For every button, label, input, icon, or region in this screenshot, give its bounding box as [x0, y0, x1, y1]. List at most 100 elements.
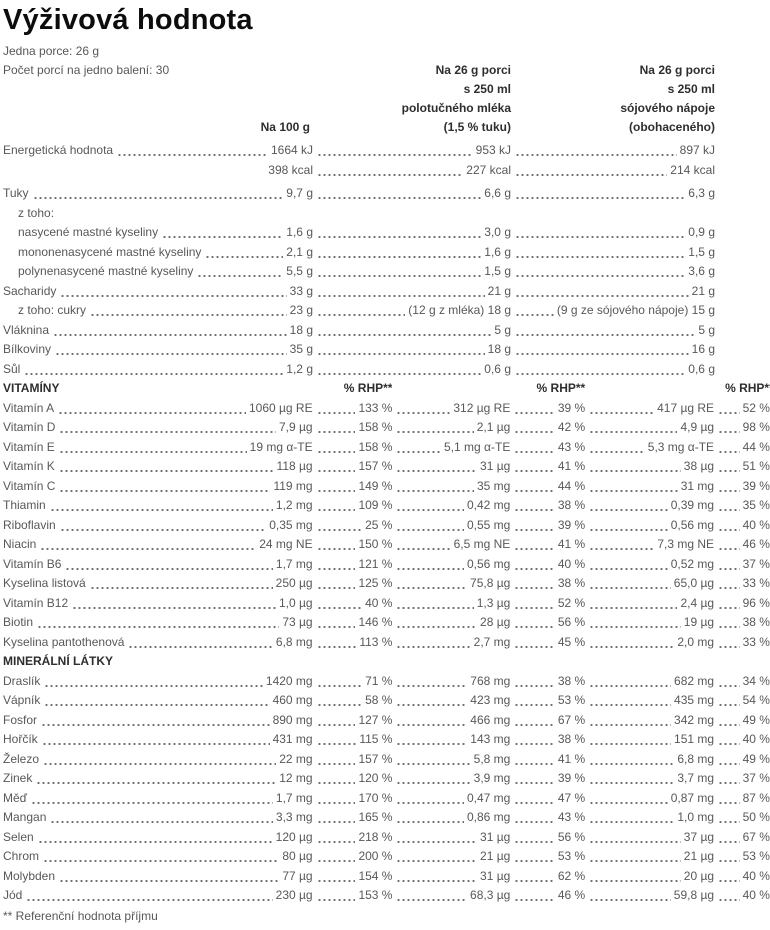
value-cell: 0,42 mg: [466, 498, 511, 512]
row-segment: 3,0 g: [313, 223, 511, 243]
dot-leader: [316, 437, 356, 457]
dot-leader: [718, 632, 740, 652]
dot-leader: [40, 535, 257, 555]
table-row: Vláknina 18 g 5 g 5 g: [3, 320, 770, 340]
value-cell: 19 mg α-TE: [249, 439, 313, 454]
value-cell: 1,6 g: [286, 225, 313, 239]
value-cell: 423 mg: [470, 693, 511, 707]
dot-leader: [396, 632, 471, 652]
value-cell: 77 µg: [282, 868, 313, 883]
dot-leader: [515, 223, 686, 243]
value-cell: 38 µg: [683, 459, 715, 473]
row-label: Jód: [3, 888, 23, 902]
row-segment: 5,3 mg α-TE: [585, 437, 714, 457]
row-segment: Selen 120 µg: [3, 827, 313, 847]
rhp-cell: 39 %: [557, 771, 586, 785]
row-segment: 2,7 mg: [392, 632, 510, 652]
dot-leader: [396, 691, 468, 711]
table-row: Vápník 460 mg 58 % 423 mg 53 % 435 mg 54 %: [3, 691, 770, 711]
row-segment: 0,6 g: [313, 359, 511, 379]
row-segment: Vitamín C 119 mg: [3, 476, 313, 496]
row-label: nasycené mastné kyseliny: [18, 225, 159, 239]
row-segment: 1,0 mg: [585, 808, 714, 828]
value-cell: 151 mg: [674, 732, 715, 746]
rhp-cell: 38 %: [557, 498, 586, 512]
value-cell: 214 kcal: [670, 162, 715, 177]
rhp-cell: 35 %: [742, 498, 770, 512]
row-segment: 897 kJ: [511, 141, 715, 161]
dot-leader: [718, 515, 740, 535]
dot-leader: [316, 496, 356, 516]
row-segment: 52 %: [714, 398, 770, 418]
value-cell: 5 g: [698, 322, 715, 337]
dot-leader: [718, 710, 740, 730]
value-cell: (12 g z mléka) 18 g: [408, 303, 511, 317]
dot-leader: [514, 808, 555, 828]
row-segment: 109 %: [313, 496, 392, 516]
value-cell: 1,7 mg: [275, 556, 313, 571]
dot-leader: [515, 340, 689, 360]
row-segment: 38 %: [510, 671, 585, 691]
column-header-soy-line3: sójového nápoje: [620, 101, 715, 115]
value-cell: 1,6 g: [484, 244, 511, 259]
row-segment: 35 mg: [392, 476, 510, 496]
row-segment: 2,1 µg: [392, 418, 510, 438]
rhp-cell: 53 %: [557, 693, 586, 707]
dot-leader: [41, 730, 270, 750]
row-segment: 37 %: [714, 769, 770, 789]
row-segment: 44 %: [510, 476, 585, 496]
row-segment: mononenasycené mastné kyseliny 2,1 g: [3, 242, 313, 262]
value-cell: 5,5 g: [286, 264, 313, 278]
row-label: Vitamín A: [3, 400, 55, 415]
row-segment: 0,52 mg: [585, 554, 714, 574]
rhp-cell: 40 %: [365, 595, 393, 610]
dot-leader: [589, 418, 678, 438]
column-header-soy: Na 26 g porci s 250 ml sójového nápoje (…: [511, 61, 715, 137]
row-label: Bílkoviny: [3, 342, 52, 356]
row-segment: 6,5 mg NE: [392, 535, 510, 555]
rhp-cell: 157 %: [358, 751, 393, 766]
dot-leader: [515, 160, 668, 180]
row-segment: Měď 1,7 mg: [3, 788, 313, 808]
dot-leader: [396, 418, 474, 438]
row-label: mononenasycené mastné kyseliny: [18, 244, 202, 259]
row-segment: Molybden 77 µg: [3, 866, 313, 886]
row-segment: Energetická hodnota 1664 kJ: [3, 141, 313, 161]
dot-leader: [317, 320, 492, 340]
dot-leader: [514, 457, 555, 477]
value-cell: 65,0 µg: [673, 576, 715, 590]
row-segment: Sůl 1,2 g: [3, 359, 313, 379]
row-segment: 40 %: [714, 866, 770, 886]
dot-leader: [317, 262, 482, 282]
row-segment: Riboflavin 0,35 mg: [3, 515, 313, 535]
dot-leader: [589, 613, 681, 633]
value-cell: 953 kJ: [475, 143, 511, 157]
rhp-cell: 56 %: [557, 829, 586, 844]
dot-leader: [317, 379, 341, 399]
dot-leader: [89, 574, 273, 594]
table-row: Kyselina listová 250 µg 125 % 75,8 µg 38 % 65…: [3, 574, 770, 594]
row-segment: 38 %: [510, 730, 585, 750]
dot-leader: [396, 593, 474, 613]
dot-leader: [718, 671, 740, 691]
dot-leader: [317, 184, 482, 204]
dot-leader: [589, 574, 671, 594]
row-segment: 127 %: [313, 710, 392, 730]
value-cell: 31 µg: [480, 459, 511, 473]
servings-per-pack-line: Počet porcí na jedno balení: 30: [3, 63, 170, 77]
table-row: Vitamín D 7,9 µg 158 % 2,1 µg 42 % 4,9 µg 98 %: [3, 418, 770, 438]
row-segment: 16 g: [511, 340, 715, 360]
page-title: Výživová hodnota: [3, 4, 253, 36]
value-cell: 21 µg: [480, 849, 511, 863]
row-label: Vitamín E: [3, 439, 55, 454]
row-segment: 43 %: [510, 808, 585, 828]
rhp-cell: 113 %: [359, 634, 393, 649]
row-segment: 0,87 mg: [585, 788, 714, 808]
table-row: Bílkoviny 35 g 18 g 16 g: [3, 340, 770, 360]
dot-leader: [514, 398, 555, 418]
value-cell: 21 g: [691, 283, 715, 298]
row-segment: 6,3 g: [511, 184, 715, 204]
row-segment: 227 kcal: [313, 160, 511, 180]
rhp-cell: 150 %: [358, 537, 393, 551]
dot-leader: [589, 496, 668, 516]
